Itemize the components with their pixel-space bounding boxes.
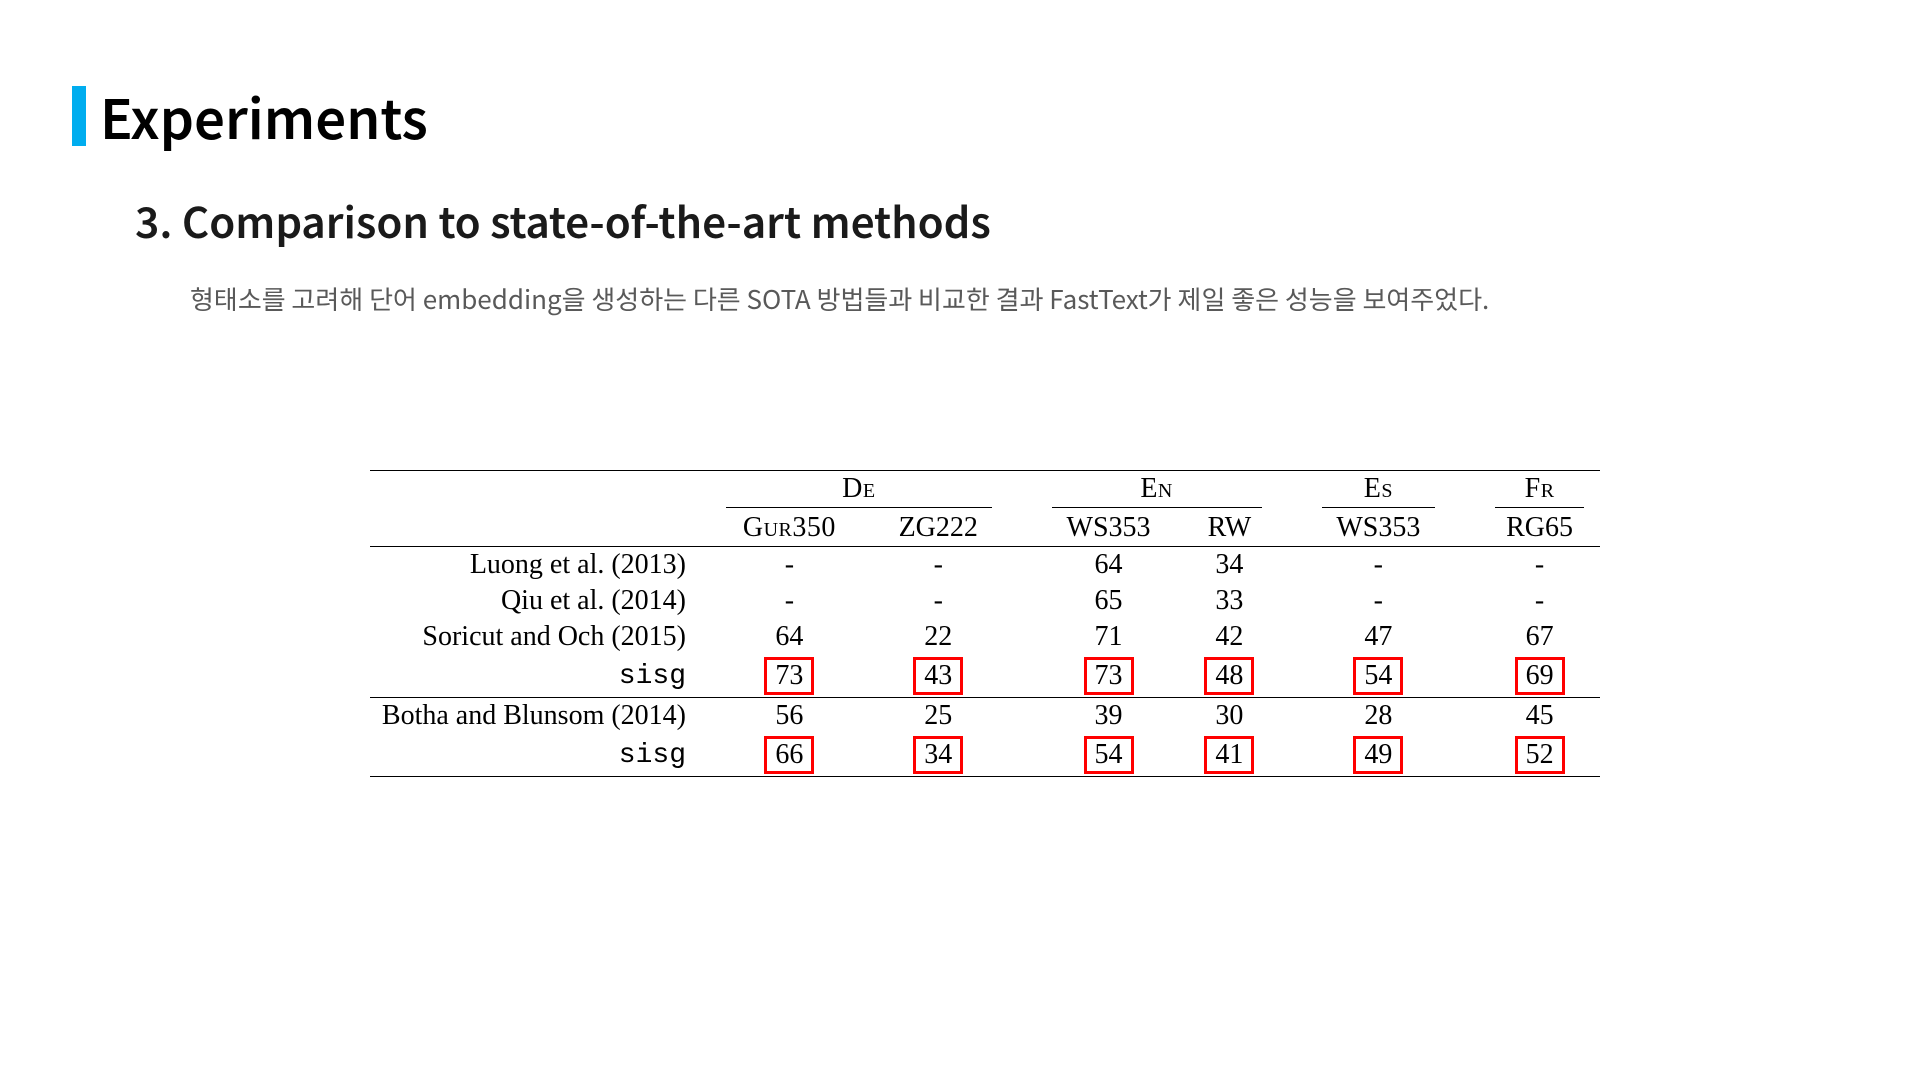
cell-highlight: 43 [913,657,963,695]
title-block: Experiments [72,76,428,155]
col-sub-gur350: Gur350 [743,512,836,543]
cell-highlight: 54 [1084,736,1134,774]
section-description: 형태소를 고려해 단어 embedding을 생성하는 다른 SOTA 방법들과… [190,280,1489,317]
row-label: Soricut and Och (2015) [370,619,710,655]
cell-highlight: 41 [1204,736,1254,774]
table-row: Luong et al. (2013) - - 64 34 - - [370,547,1600,584]
cell: 22 [869,619,1008,655]
col-group-fr: Fr [1525,473,1555,504]
col-sub-rg65: RG65 [1479,510,1600,547]
cell-highlight: 73 [1084,657,1134,695]
col-group-de: De [842,473,875,504]
cell: - [869,547,1008,584]
cell-highlight: 69 [1515,657,1565,695]
cell-highlight: 52 [1515,736,1565,774]
col-sub-ws353-es: WS353 [1306,510,1452,547]
col-group-en: En [1140,473,1173,504]
cell: - [710,583,869,619]
section-subtitle: 3. Comparison to state-of-the-art method… [135,190,991,251]
page-title: Experiments [100,76,428,155]
col-sub-rw: RW [1181,510,1277,547]
table-row: Botha and Blunsom (2014) 56 25 39 30 28 … [370,698,1600,735]
cell: 47 [1306,619,1452,655]
cell: - [1306,583,1452,619]
cell: 64 [1036,547,1182,584]
cell: 42 [1181,619,1277,655]
cell: 67 [1479,619,1600,655]
col-sub-ws353-en: WS353 [1036,510,1182,547]
col-group-es: Es [1364,473,1393,504]
cell-highlight: 73 [764,657,814,695]
cell: 65 [1036,583,1182,619]
cell: 34 [1181,547,1277,584]
cell: 25 [869,698,1008,735]
cell: 28 [1306,698,1452,735]
row-label: Botha and Blunsom (2014) [370,698,710,735]
cell: 33 [1181,583,1277,619]
cell-highlight: 49 [1353,736,1403,774]
table-row: Qiu et al. (2014) - - 65 33 - - [370,583,1600,619]
cell: - [869,583,1008,619]
cell: 45 [1479,698,1600,735]
cell: - [1306,547,1452,584]
row-label: sisg [370,734,710,777]
cell: - [1479,547,1600,584]
table-row: sisg 73 43 73 48 54 69 [370,655,1600,698]
cell-highlight: 54 [1353,657,1403,695]
cell-highlight: 34 [913,736,963,774]
cell: 64 [710,619,869,655]
title-accent-bar [72,86,86,146]
cell-highlight: 66 [764,736,814,774]
row-label: Luong et al. (2013) [370,547,710,584]
table-row: sisg 66 34 54 41 49 52 [370,734,1600,777]
cell-highlight: 48 [1204,657,1254,695]
col-sub-zg222: ZG222 [869,510,1008,547]
slide: Experiments 3. Comparison to state-of-th… [0,0,1920,1080]
cell: - [1479,583,1600,619]
table-row: Soricut and Och (2015) 64 22 71 42 47 67 [370,619,1600,655]
row-label: sisg [370,655,710,698]
cell: 56 [710,698,869,735]
cell: 39 [1036,698,1182,735]
cell: - [710,547,869,584]
cell: 71 [1036,619,1182,655]
cell: 30 [1181,698,1277,735]
comparison-table: De En Es Fr Gur350 ZG222 WS353 RW WS353 … [370,470,1600,777]
row-label: Qiu et al. (2014) [370,583,710,619]
